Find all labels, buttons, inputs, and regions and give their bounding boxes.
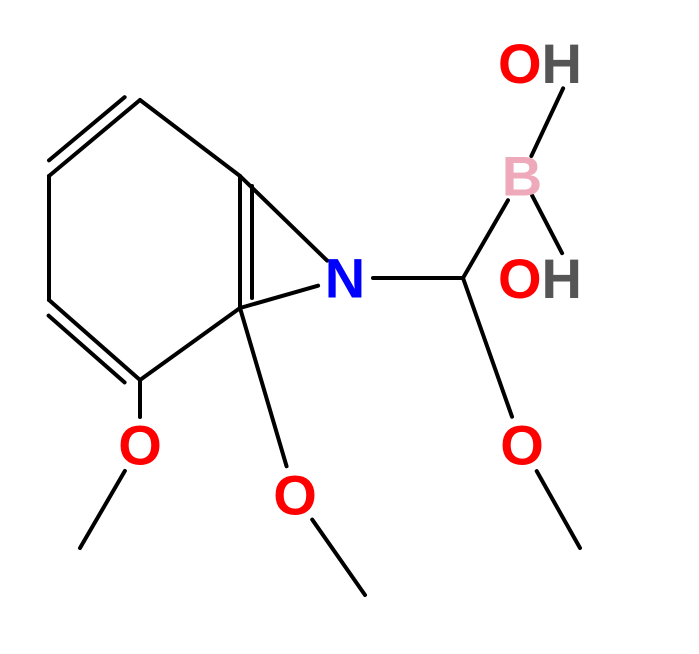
atoms-layer: N B OH OH O O O: [118, 32, 582, 527]
atom-N1: N: [325, 247, 365, 310]
atom-O5: OH: [498, 247, 582, 310]
atom-B3: B: [502, 145, 542, 208]
atom-O14: O: [118, 414, 162, 477]
atom-O4: OH: [498, 32, 582, 95]
atom-O6: O: [500, 414, 544, 477]
molecule-diagram: N B OH OH O O O: [0, 0, 699, 654]
atom-O16: O: [273, 464, 317, 527]
